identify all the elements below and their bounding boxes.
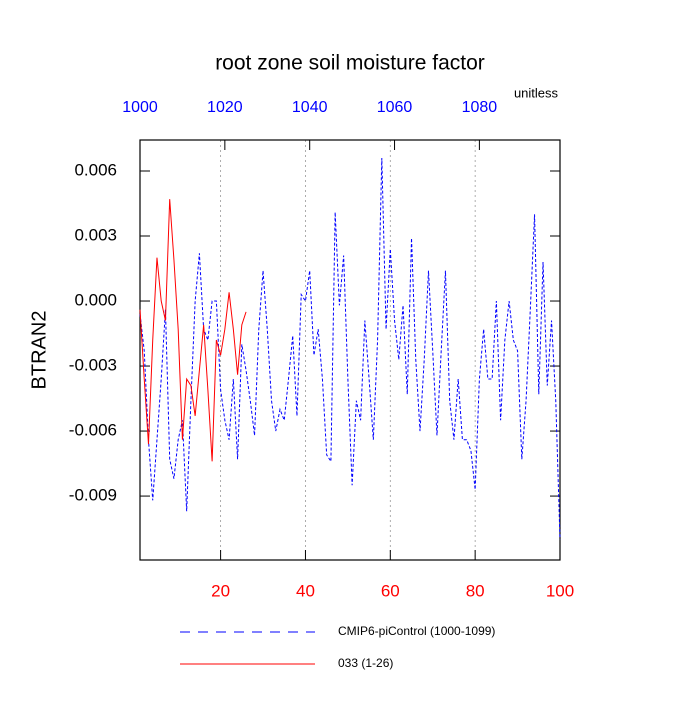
legend-label: 033 (1-26) — [338, 656, 393, 670]
y-tick-label: 0.003 — [74, 225, 117, 244]
data-line — [139, 199, 247, 462]
x2-tick-label: 1000 — [122, 99, 158, 116]
x-tick-label: 20 — [211, 581, 230, 600]
y-axis-label: BTRAN2 — [28, 311, 50, 390]
y-tick-label: -0.009 — [69, 486, 117, 505]
y-tick-label: 0.006 — [74, 160, 117, 179]
plot-frame — [139, 139, 561, 561]
x-tick-label: 40 — [296, 581, 315, 600]
data-line — [139, 157, 561, 540]
chart-title: root zone soil moisture factor — [215, 52, 485, 75]
y-tick-label: -0.006 — [69, 421, 117, 440]
units-label: unitless — [514, 85, 559, 100]
x-tick-label: 60 — [381, 581, 400, 600]
y-tick-label: 0.000 — [74, 291, 117, 310]
y-tick-label: -0.003 — [69, 356, 117, 375]
x2-tick-label: 1080 — [462, 99, 498, 116]
x2-tick-label: 1060 — [377, 99, 413, 116]
x-tick-label: 80 — [466, 581, 485, 600]
x2-tick-label: 1040 — [292, 99, 328, 116]
x2-tick-label: 1020 — [207, 99, 243, 116]
x-tick-label: 100 — [546, 581, 574, 600]
legend-label: CMIP6-piControl (1000-1099) — [338, 624, 495, 638]
